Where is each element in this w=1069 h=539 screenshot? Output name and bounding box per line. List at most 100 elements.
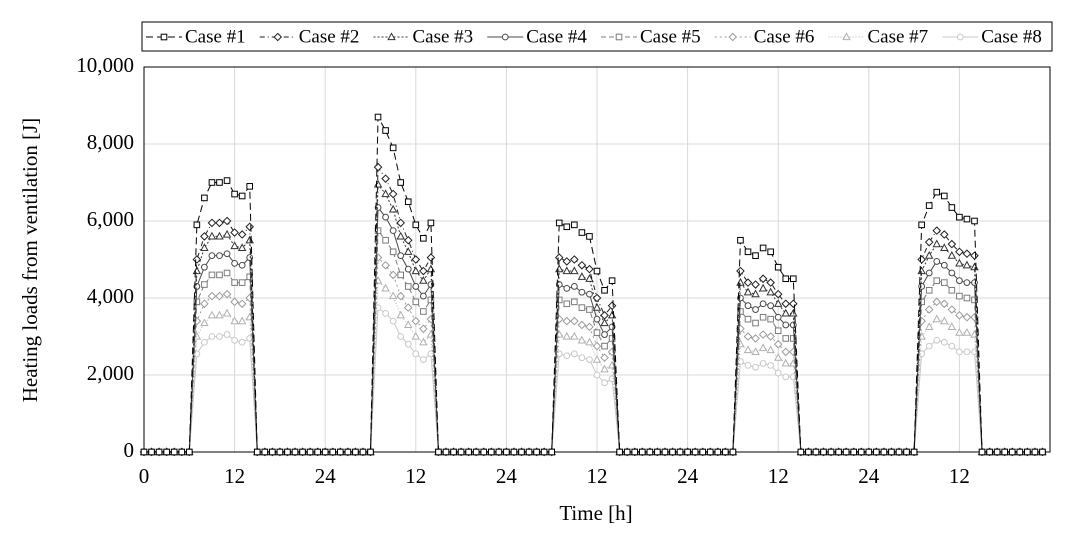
marker (170, 448, 178, 456)
marker (299, 448, 306, 456)
marker (246, 254, 254, 261)
marker (593, 267, 601, 275)
marker (273, 32, 283, 42)
marker (939, 230, 949, 239)
marker (570, 350, 578, 358)
marker (782, 321, 790, 329)
marker (910, 448, 918, 456)
marker (782, 373, 790, 381)
marker (261, 448, 269, 456)
x-tick-label: 24 (858, 464, 880, 488)
x-tick-label: 12 (768, 464, 789, 488)
marker (563, 223, 571, 231)
marker (388, 204, 398, 213)
marker (230, 228, 239, 237)
marker (253, 448, 261, 456)
marker (367, 448, 374, 456)
marker (215, 218, 224, 228)
marker (947, 322, 957, 330)
marker (503, 448, 510, 456)
marker (419, 292, 427, 300)
marker (306, 448, 314, 456)
y-tick-label: 4,000 (87, 284, 134, 308)
marker (215, 291, 224, 301)
marker (193, 298, 201, 306)
marker (207, 231, 217, 240)
marker (933, 277, 941, 284)
marker (570, 266, 579, 275)
marker (773, 353, 783, 361)
marker (751, 347, 760, 355)
marker (600, 318, 609, 327)
x-tick-label: 24 (315, 464, 337, 488)
marker (231, 336, 239, 344)
marker (222, 308, 232, 317)
marker (396, 310, 405, 319)
marker (706, 448, 714, 456)
marker (344, 448, 352, 456)
marker (1031, 448, 1039, 456)
marker (427, 296, 435, 304)
marker (200, 232, 209, 241)
marker (374, 113, 382, 121)
marker (782, 275, 790, 283)
marker (208, 333, 216, 340)
marker (510, 448, 518, 456)
marker (585, 274, 594, 282)
marker (577, 272, 587, 280)
marker (744, 248, 752, 256)
marker (231, 279, 238, 286)
legend: Case #1 Case #2 Case #3 Case #4 Case #5 Case … (141, 21, 1053, 52)
marker (767, 361, 775, 369)
plot-border (143, 66, 1051, 453)
marker (578, 304, 586, 311)
marker (435, 448, 442, 456)
marker (404, 320, 413, 329)
marker (352, 448, 359, 456)
marker (752, 363, 759, 371)
y-tick-label: 0 (124, 438, 135, 462)
marker (592, 302, 602, 311)
marker (382, 213, 390, 221)
marker (404, 247, 413, 255)
marker (223, 177, 231, 184)
marker (403, 235, 413, 245)
x-tick-label: 12 (587, 464, 608, 488)
marker (419, 356, 427, 364)
marker (178, 448, 186, 456)
marker (956, 33, 964, 41)
marker (389, 317, 397, 325)
marker (722, 448, 729, 456)
marker (442, 448, 450, 456)
marker (781, 299, 791, 309)
marker (426, 253, 436, 262)
marker (201, 194, 208, 202)
marker (1024, 448, 1031, 456)
marker (420, 308, 427, 315)
marker (782, 335, 790, 342)
marker (231, 259, 239, 267)
marker (986, 448, 993, 456)
marker (820, 448, 827, 456)
marker (924, 251, 934, 259)
marker (932, 226, 942, 235)
marker (850, 448, 858, 456)
marker (699, 448, 707, 456)
marker (790, 275, 797, 283)
marker (963, 348, 971, 356)
marker (895, 448, 903, 456)
marker (208, 271, 216, 279)
marker (230, 241, 239, 250)
marker (759, 300, 767, 308)
marker (940, 316, 949, 325)
marker (397, 179, 404, 186)
marker (932, 297, 942, 307)
marker (759, 360, 767, 367)
marker (238, 261, 246, 269)
marker (601, 342, 608, 350)
marker (933, 188, 941, 196)
marker (208, 252, 216, 260)
marker (412, 283, 420, 290)
marker (880, 448, 888, 456)
marker (925, 342, 933, 350)
